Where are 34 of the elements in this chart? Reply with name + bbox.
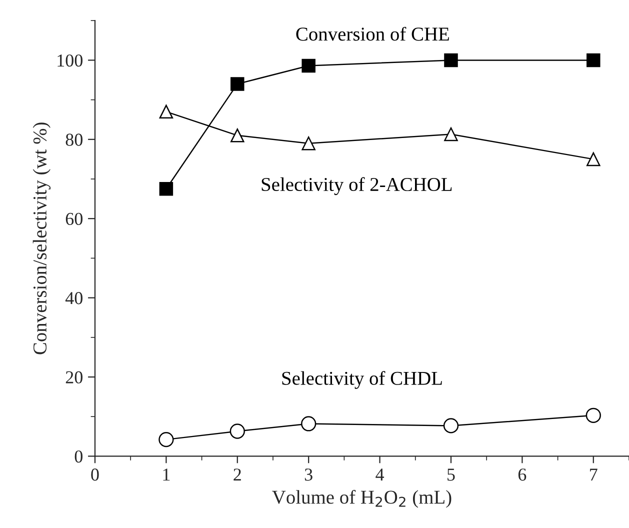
point <box>230 424 245 439</box>
point <box>159 104 174 119</box>
point <box>302 58 316 73</box>
point <box>159 182 174 196</box>
y-tick-label: 100 <box>58 54 82 67</box>
x-tick-label: 4 <box>376 468 384 481</box>
y-tick-label: 80 <box>66 134 82 146</box>
series-label: Selectivity of CHDL <box>282 371 442 389</box>
x-tick-label: 1 <box>163 468 170 481</box>
point <box>230 77 244 91</box>
x-tick-label: 0 <box>91 468 99 481</box>
y-tick-label: 60 <box>66 212 82 226</box>
x-tick-label: 2 <box>234 468 241 481</box>
point <box>586 408 601 423</box>
x-tick-label: 7 <box>590 468 598 481</box>
y-tick-label: 0 <box>74 450 82 463</box>
point <box>302 136 316 150</box>
x-tick-label: 6 <box>518 468 526 481</box>
series-label: Conversion of CHE <box>296 26 449 41</box>
y-axis-title: Conversion/selectivity (wt %) <box>32 122 51 354</box>
point <box>158 432 174 448</box>
series-label: Selectivity of 2-ACHOL <box>262 177 452 196</box>
point <box>586 53 600 68</box>
point <box>301 416 316 432</box>
point <box>443 418 459 434</box>
point <box>230 128 244 142</box>
point <box>586 152 600 166</box>
point <box>444 127 458 142</box>
x-tick-label: 3 <box>304 468 312 481</box>
y-tick-label: 40 <box>65 292 82 304</box>
x-tick-label: 5 <box>448 468 455 481</box>
x-axis-title: Volume of H$_{2}$O$_{2}$ (mL) <box>272 490 452 508</box>
y-tick-label: 20 <box>66 371 82 384</box>
point <box>444 53 458 68</box>
